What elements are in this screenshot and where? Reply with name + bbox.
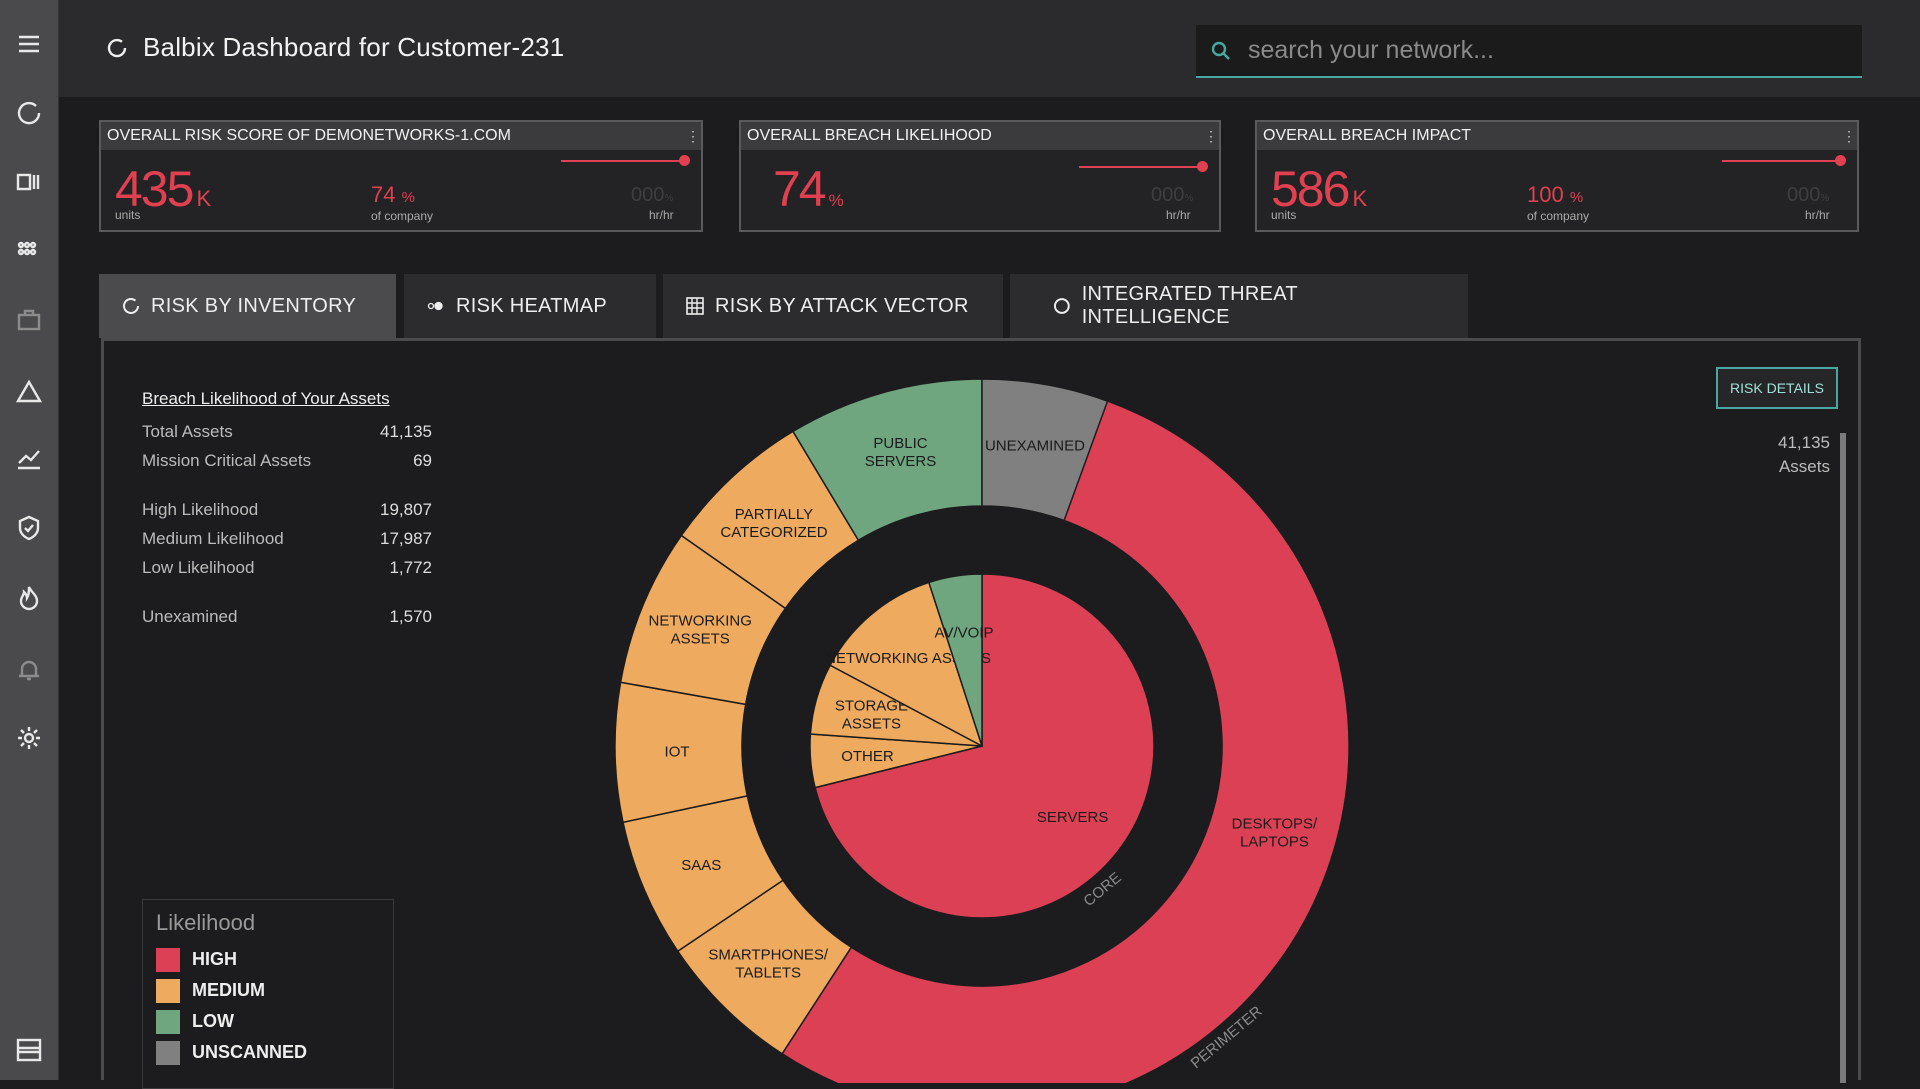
kpi-trend-dot: [1197, 161, 1208, 172]
kpi-trend-line: [1722, 160, 1842, 162]
outer-label-desktops-laptops: DESKTOPS/LAPTOPS: [1232, 816, 1318, 851]
tab-label: RISK BY INVENTORY: [151, 294, 357, 317]
tab-risk-by-inventory[interactable]: RISK BY INVENTORY: [99, 274, 396, 338]
refresh-icon: [123, 297, 139, 314]
kpi-mid-value: 100 %: [1527, 182, 1584, 207]
stat-row-mission-critical: Mission Critical Assets 69: [142, 450, 432, 470]
bell-icon[interactable]: [0, 650, 58, 690]
kpi-trend-line: [1079, 166, 1199, 168]
tab-label: INTEGRATED THREAT INTELLIGENCE: [1081, 283, 1298, 328]
inner-segment-networking-assets[interactable]: [829, 581, 984, 748]
inventory-panel: DESKTOPS/LAPTOPS SMARTPHONES/TABLETS SAAS I…: [101, 338, 1861, 1089]
stat-row-high: High Likelihood 19,807: [142, 499, 432, 519]
kpi-sub-label: units: [115, 208, 141, 222]
outer-label-partially-categorized: PARTIALLY CATEGORIZED: [720, 506, 827, 541]
outer-segment-desktops-laptops[interactable]: [781, 378, 1350, 1083]
more-options-icon[interactable]: ⋮: [1204, 127, 1218, 144]
outer-label-networking-assets: NETWORKING ASSETS: [649, 612, 752, 647]
kpi-value: 74%: [773, 161, 844, 217]
search-icon: [1211, 41, 1230, 60]
more-options-icon[interactable]: ⋮: [686, 127, 700, 144]
circle-icon: [1053, 298, 1070, 314]
more-options-icon[interactable]: ⋮: [1842, 127, 1856, 144]
legend-item-low: LOW: [156, 1006, 380, 1037]
kpi-mid-label: of company: [1527, 209, 1590, 223]
inventory-icon[interactable]: [0, 162, 58, 202]
sidebar: [0, 0, 59, 1080]
breach-stats: Breach Likelihood of Your Assets Total A…: [142, 389, 432, 631]
kpi-rate-label: hr/hr: [1805, 208, 1830, 222]
risk-details-button[interactable]: RISK DETAILS: [1716, 367, 1838, 409]
grid-table-icon: [686, 297, 704, 315]
inner-label-servers: SERVERS: [1037, 809, 1108, 826]
stat-row-unexamined: Unexamined 1,570: [142, 606, 432, 626]
stat-row-total-assets: Total Assets 41,135: [142, 421, 432, 441]
outer-segment-unexamined[interactable]: [981, 378, 1109, 522]
tab-label: RISK BY ATTACK VECTOR: [715, 294, 969, 317]
kpi-title: OVERALL RISK SCORE OF DEMONETWORKS-1.COM: [107, 127, 511, 144]
dashboard-icon[interactable]: [0, 93, 58, 133]
stat-row-low: Low Likelihood 1,772: [142, 557, 432, 577]
tab-integrated-threat-intelligence[interactable]: INTEGRATED THREAT INTELLIGENCE: [1010, 274, 1468, 338]
kpi-rate-label: hr/hr: [649, 208, 674, 222]
fire-icon[interactable]: [0, 578, 58, 618]
kpi-card-risk-score: OVERALL RISK SCORE OF DEMONETWORKS-1.COM…: [99, 120, 703, 232]
legend-item-unscanned: UNSCANNED: [156, 1037, 380, 1068]
kpi-ghost-value: 000%: [1787, 184, 1830, 206]
tab-label: RISK HEATMAP: [456, 294, 608, 317]
legend-item-medium: MEDIUM: [156, 975, 380, 1006]
inner-segment-av-voip[interactable]: [927, 573, 983, 747]
kpi-mid-label: of company: [371, 209, 434, 223]
kpi-sub-label: units: [1271, 208, 1297, 222]
kpi-trend-dot: [1835, 155, 1846, 166]
outer-label-saas: SAAS: [681, 857, 721, 874]
refresh-icon[interactable]: [105, 36, 129, 60]
title-area: Balbix Dashboard for Customer-231: [105, 32, 564, 63]
kpi-rate-label: hr/hr: [1166, 208, 1191, 222]
kpi-title: OVERALL BREACH IMPACT: [1263, 127, 1472, 144]
inner-label-storage-assets: STORAGE ASSETS: [835, 697, 908, 732]
search-box[interactable]: [1196, 25, 1862, 78]
kpi-card-breach-impact: OVERALL BREACH IMPACT ⋮ 586 K units 100 % …: [1255, 120, 1859, 232]
inner-segment-servers[interactable]: [814, 573, 1155, 919]
outer-label-unexamined: UNEXAMINED: [985, 438, 1085, 455]
kpi-value: 435 K: [115, 161, 212, 217]
page-title: Balbix Dashboard for Customer-231: [143, 32, 565, 62]
scrollbar[interactable]: [1840, 433, 1846, 1083]
stats-title[interactable]: Breach Likelihood of Your Assets: [142, 389, 390, 408]
briefcase-icon[interactable]: [0, 300, 58, 340]
stat-row-medium: Medium Likelihood 17,987: [142, 528, 432, 548]
layout-icon[interactable]: [0, 1030, 58, 1070]
kpi-value: 586 K: [1271, 161, 1368, 217]
top-bar: Balbix Dashboard for Customer-231: [59, 0, 1920, 97]
tab-risk-by-attack-vector[interactable]: RISK BY ATTACK VECTOR: [663, 274, 1003, 338]
asset-count: 41,135 Assets: [1778, 433, 1830, 476]
kpi-card-breach-likelihood: OVERALL BREACH LIKELIHOOD ⋮ 74% 000% hr/h…: [739, 120, 1221, 232]
kpi-trend-dot: [679, 155, 690, 166]
inner-label-av-voip: AV/VOIP: [935, 624, 994, 641]
legend-item-high: HIGH: [156, 944, 380, 975]
inner-label-networking-assets: NETWORKING ASSETS: [825, 650, 991, 667]
outer-label-smartphones-tablets: SMARTPHONES/TABLETS: [708, 947, 829, 982]
kpi-ghost-value: 000%: [1151, 184, 1194, 206]
gear-icon[interactable]: [0, 718, 58, 758]
alert-triangle-icon[interactable]: [0, 372, 58, 412]
legend-title: Likelihood: [156, 910, 256, 935]
likelihood-legend: Likelihood HIGH MEDIUM LOW UNSCANNED: [142, 899, 394, 1089]
outer-label-iot: IOT: [665, 743, 690, 760]
kpi-title: OVERALL BREACH LIKELIHOOD: [747, 127, 992, 144]
outer-label-public-servers: PUBLIC SERVERS: [865, 435, 936, 470]
menu-icon[interactable]: [0, 24, 58, 64]
inner-label-other: OTHER: [841, 748, 894, 765]
kpi-ghost-value: 000%: [631, 184, 674, 206]
grid-icon[interactable]: [0, 229, 58, 269]
shield-icon[interactable]: [0, 508, 58, 548]
trend-chart-icon[interactable]: [0, 438, 58, 478]
risk-sunburst-chart: DESKTOPS/LAPTOPS SMARTPHONES/TABLETS SAAS I…: [614, 378, 1350, 1083]
kpi-trend-line: [561, 160, 685, 162]
search-input[interactable]: [1246, 35, 1850, 66]
heatmap-icon: [427, 301, 443, 311]
kpi-mid-value: 74 %: [371, 182, 415, 207]
tab-risk-heatmap[interactable]: RISK HEATMAP: [404, 274, 656, 338]
